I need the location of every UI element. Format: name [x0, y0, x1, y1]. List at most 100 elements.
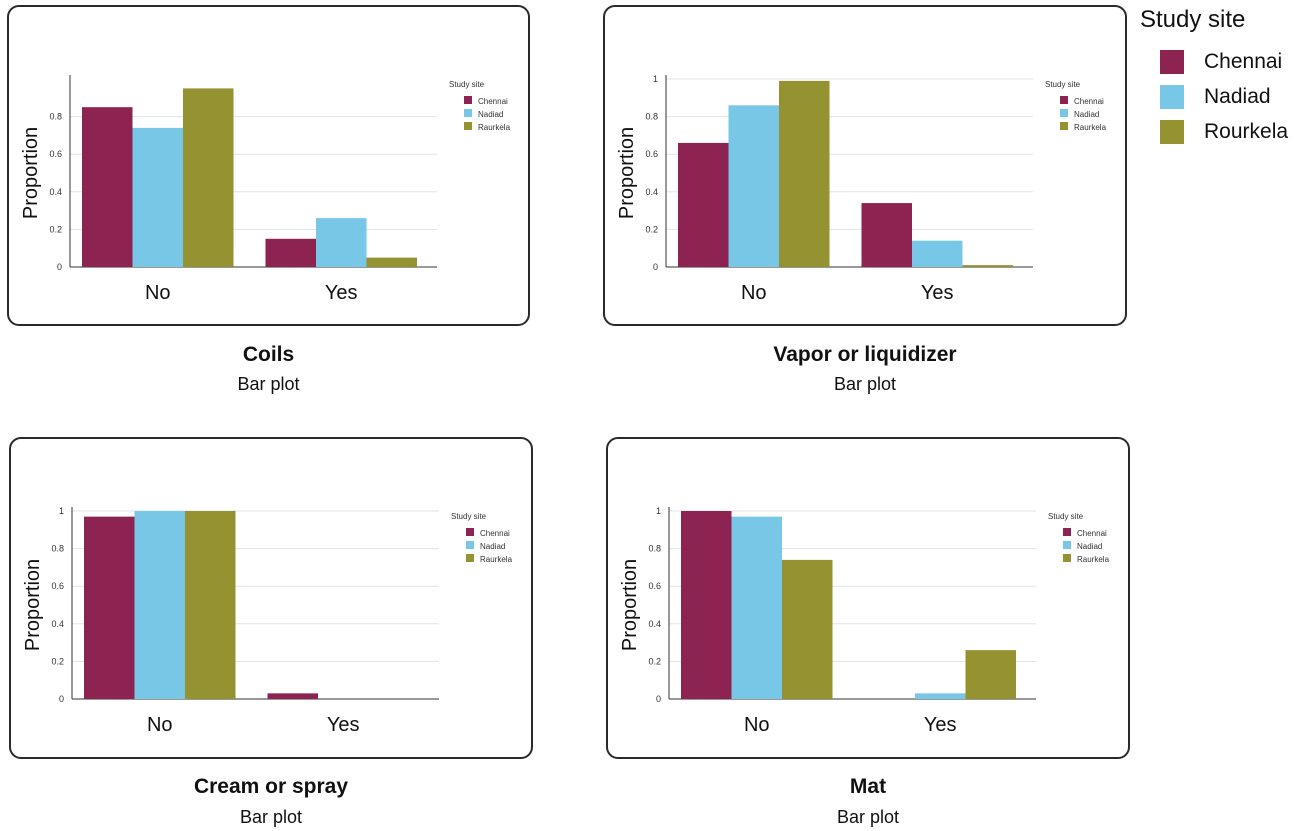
legend-label: Raurkela: [1077, 555, 1110, 564]
legend-swatch: [1063, 541, 1071, 549]
bar-chennai-yes: [267, 693, 318, 699]
legend-title: Study site: [1048, 512, 1084, 521]
legend-label: Raurkela: [1074, 123, 1107, 132]
y-tick-label: 0.4: [51, 619, 64, 629]
chart-coils-svg: 0 0.2 0.4 0.6 0.8 No Yes Proportion Study site Ch…: [20, 75, 511, 304]
chart-subtitle: Bar plot: [237, 374, 300, 394]
y-axis-label: Proportion: [22, 559, 44, 651]
legend-label: Chennai: [1074, 97, 1104, 106]
bar-chennai-no: [84, 516, 135, 699]
legend-label: Chennai: [1077, 529, 1107, 538]
y-tick-label: 0.2: [51, 656, 64, 666]
x-tick-label: Yes: [327, 714, 360, 736]
main-legend-item-nadiad: Nadiad: [1140, 79, 1304, 114]
chart-cream-svg: 0 0.2 0.4 0.6 0.8 1 No Yes Proportion Study site C…: [22, 506, 513, 736]
legend-swatch: [466, 528, 474, 536]
chart-vapor-svg: 0 0.2 0.4 0.6 0.8 1 No Yes Proportion Study site C…: [616, 74, 1107, 304]
chart-panel-cream: 0 0.2 0.4 0.6 0.8 1 No Yes Proportion Study site C…: [9, 437, 533, 759]
bar-nadiad-yes: [915, 693, 966, 699]
y-tick-label: 0: [653, 262, 658, 272]
x-tick-label: Yes: [921, 282, 954, 304]
legend-label: Nadiad: [480, 542, 505, 551]
bar-raurkela-no: [183, 88, 234, 268]
y-axis-label: Proportion: [616, 127, 638, 219]
legend-swatch: [1060, 96, 1068, 104]
legend-title: Study site: [451, 512, 487, 521]
bar-chennai-yes: [265, 238, 316, 267]
bar-raurkela-yes: [366, 257, 417, 267]
bar-nadiad-yes: [316, 218, 367, 267]
chart-panel-mat: 0 0.2 0.4 0.6 0.8 1 No Yes Proportion Study site C…: [606, 437, 1130, 759]
legend-label: Raurkela: [480, 555, 513, 564]
bar-chennai-no: [681, 511, 732, 699]
legend-label: Nadiad: [1077, 542, 1102, 551]
legend-swatch: [1160, 84, 1184, 109]
bar-nadiad-no: [132, 127, 183, 267]
legend-label: Chennai: [478, 97, 508, 106]
y-tick-label: 1: [656, 506, 661, 516]
legend-swatch: [1160, 119, 1184, 144]
legend-swatch: [1060, 122, 1068, 130]
chart-title: Cream or spray: [193, 775, 349, 798]
legend-swatch: [464, 109, 472, 117]
bar-raurkela-yes: [962, 265, 1013, 267]
bar-nadiad-yes: [912, 240, 963, 267]
y-tick-label: 0.2: [49, 224, 62, 234]
chart-title: Coils: [242, 343, 295, 366]
y-tick-label: 0.2: [648, 656, 661, 666]
chart-subtitle: Bar plot: [833, 374, 897, 394]
bar-nadiad-no: [731, 516, 782, 699]
main-legend-item-chennai: Chennai: [1140, 44, 1304, 79]
chart-title: Vapor or liquidizer: [773, 343, 957, 366]
bar-raurkela-no: [782, 559, 833, 699]
chart-title: Mat: [849, 775, 887, 798]
y-tick-label: 0.6: [645, 149, 658, 159]
chart-subtitle: Bar plot: [836, 807, 900, 827]
y-tick-label: 0.8: [645, 112, 658, 122]
bar-raurkela-no: [185, 511, 236, 699]
bar-nadiad-no: [134, 511, 185, 699]
y-tick-label: 0.6: [51, 581, 64, 591]
legend-swatch: [466, 541, 474, 549]
chart-mat-svg: 0 0.2 0.4 0.6 0.8 1 No Yes Proportion Study site C…: [619, 506, 1110, 736]
legend-swatch: [464, 122, 472, 130]
y-tick-label: 0.6: [648, 581, 661, 591]
y-tick-label: 0: [59, 694, 64, 704]
main-legend-label: Nadiad: [1204, 84, 1271, 108]
y-tick-label: 0.8: [49, 112, 62, 122]
x-tick-label: No: [145, 282, 171, 304]
x-tick-label: No: [147, 714, 173, 736]
chart-panel-coils: 0 0.2 0.4 0.6 0.8 No Yes Proportion Study site Ch…: [7, 5, 530, 326]
bar-chennai-no: [82, 107, 133, 267]
legend-swatch: [466, 554, 474, 562]
x-tick-label: No: [741, 282, 767, 304]
legend-label: Nadiad: [478, 110, 503, 119]
y-tick-label: 0: [656, 694, 661, 704]
legend-title: Study site: [449, 80, 485, 89]
y-tick-label: 0.4: [648, 619, 661, 629]
legend-swatch: [1060, 109, 1068, 117]
legend-label: Chennai: [480, 529, 510, 538]
x-tick-label: Yes: [325, 282, 358, 304]
legend-swatch: [1063, 528, 1071, 536]
legend-label: Raurkela: [478, 123, 511, 132]
chart-panel-vapor: 0 0.2 0.4 0.6 0.8 1 No Yes Proportion Study site C…: [603, 5, 1127, 326]
main-legend-label: Chennai: [1204, 49, 1283, 73]
legend-label: Nadiad: [1074, 110, 1099, 119]
bar-raurkela-no: [779, 80, 830, 267]
bar-raurkela-yes: [965, 650, 1016, 699]
bar-nadiad-no: [728, 105, 779, 267]
legend-title: Study site: [1045, 80, 1081, 89]
x-tick-label: No: [744, 714, 770, 736]
y-axis-label: Proportion: [619, 559, 641, 651]
x-tick-label: Yes: [924, 714, 957, 736]
y-tick-label: 0: [57, 262, 62, 272]
bar-chennai-yes: [861, 203, 912, 267]
legend-swatch: [464, 96, 472, 104]
y-axis-label: Proportion: [20, 127, 42, 219]
main-legend-item-rourkela: Rourkela: [1140, 114, 1304, 149]
y-tick-label: 0.2: [645, 224, 658, 234]
y-tick-label: 0.4: [645, 187, 658, 197]
legend-swatch: [1160, 49, 1184, 74]
y-tick-label: 0.4: [49, 187, 62, 197]
